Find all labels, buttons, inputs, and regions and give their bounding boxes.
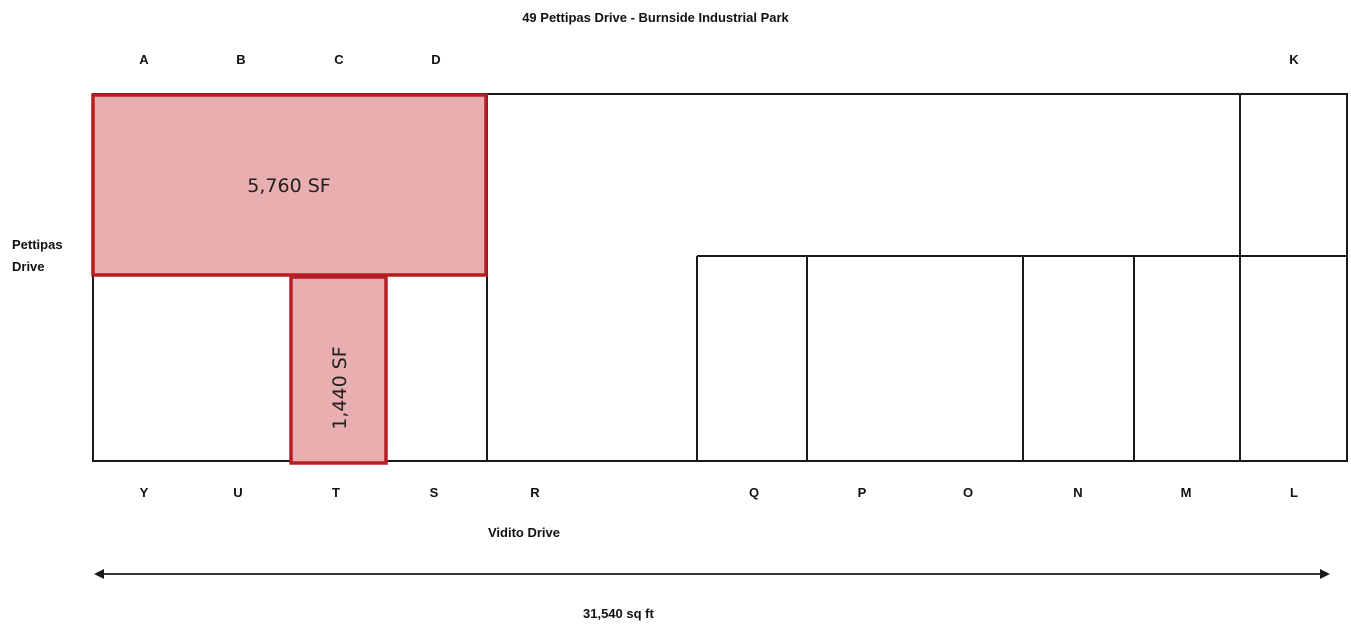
unit-label-m: M	[1180, 485, 1192, 500]
highlight-space-small	[289, 275, 388, 465]
unit-label-b: B	[236, 52, 246, 67]
total-width-dimension	[94, 569, 1330, 579]
unit-label-l: L	[1290, 485, 1298, 500]
unit-label-d: D	[431, 52, 441, 67]
unit-label-o: O	[962, 485, 974, 500]
unit-label-q: Q	[748, 485, 760, 500]
unit-label-u: U	[233, 485, 243, 500]
street-label-pettipas: Pettipas Drive	[12, 234, 63, 278]
unit-label-p: P	[857, 485, 867, 500]
highlight-space-small-label: 1,440 SF	[329, 346, 351, 429]
arrow-left-icon	[94, 569, 104, 579]
building-outline	[92, 93, 1348, 462]
street-label-vidito: Vidito Drive	[488, 525, 561, 540]
unit-label-k: K	[1289, 52, 1299, 67]
unit-label-a: A	[139, 52, 149, 67]
highlight-space-large	[91, 93, 488, 277]
plan-title-text: 49 Pettipas Drive - Burnside Industrial …	[522, 10, 789, 25]
total-area-label: 31,540 sq ft	[583, 606, 654, 621]
arrow-right-icon	[1320, 569, 1330, 579]
unit-label-y: Y	[139, 485, 149, 500]
unit-label-c: C	[334, 52, 344, 67]
unit-label-t: T	[332, 485, 340, 500]
unit-label-n: N	[1073, 485, 1083, 500]
street-label-pettipas-line1: Pettipas	[12, 237, 63, 252]
street-label-pettipas-line2: Drive	[12, 259, 45, 274]
unit-label-r: R	[530, 485, 540, 500]
unit-label-s: S	[429, 485, 439, 500]
highlight-space-large-label: 5,760 SF	[247, 175, 330, 197]
plan-title: 49 Pettipas Drive - Burnside Industrial …	[0, 10, 1351, 25]
